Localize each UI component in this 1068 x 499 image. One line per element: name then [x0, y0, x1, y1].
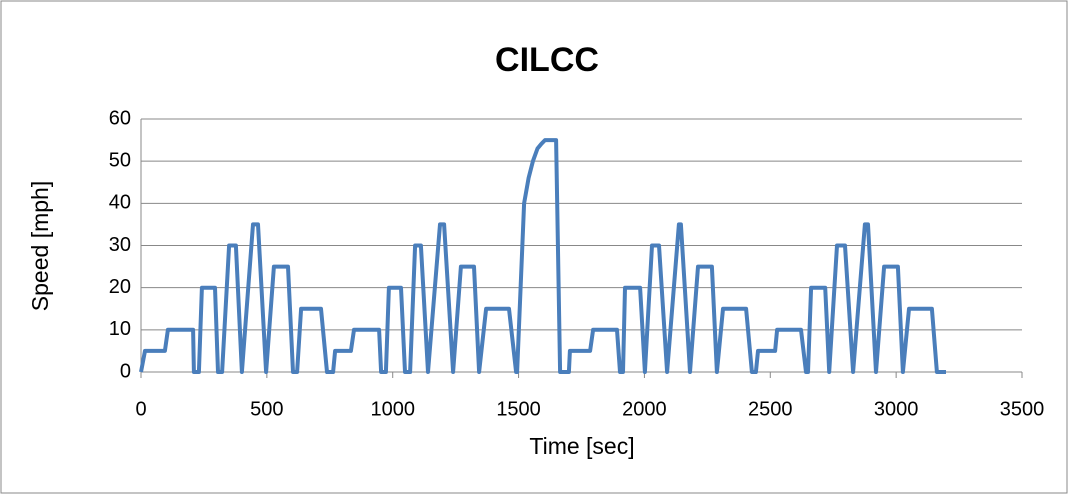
- data-line: [139, 138, 946, 374]
- y-axis-label: Speed [mph]: [27, 181, 53, 311]
- x-tick-label: 2500: [748, 398, 793, 420]
- y-tick-label: 60: [109, 107, 131, 129]
- y-tick-label: 30: [109, 234, 131, 256]
- y-tick-label: 10: [109, 318, 131, 340]
- y-tick-label: 50: [109, 149, 131, 171]
- x-tick-label: 3500: [1000, 398, 1045, 420]
- chart-title: CILCC: [495, 41, 599, 79]
- y-tick-label: 40: [109, 192, 131, 214]
- x-tick-label: 1500: [496, 398, 541, 420]
- y-tick-label: 20: [109, 276, 131, 298]
- x-axis-label: Time [sec]: [529, 433, 634, 459]
- x-tick-label: 500: [250, 398, 283, 420]
- x-tick-label: 2000: [622, 398, 667, 420]
- x-tick-label: 1000: [370, 398, 415, 420]
- x-tick-label: 3000: [874, 398, 919, 420]
- x-tick-label: 0: [135, 398, 146, 420]
- y-tick-label: 0: [120, 360, 131, 382]
